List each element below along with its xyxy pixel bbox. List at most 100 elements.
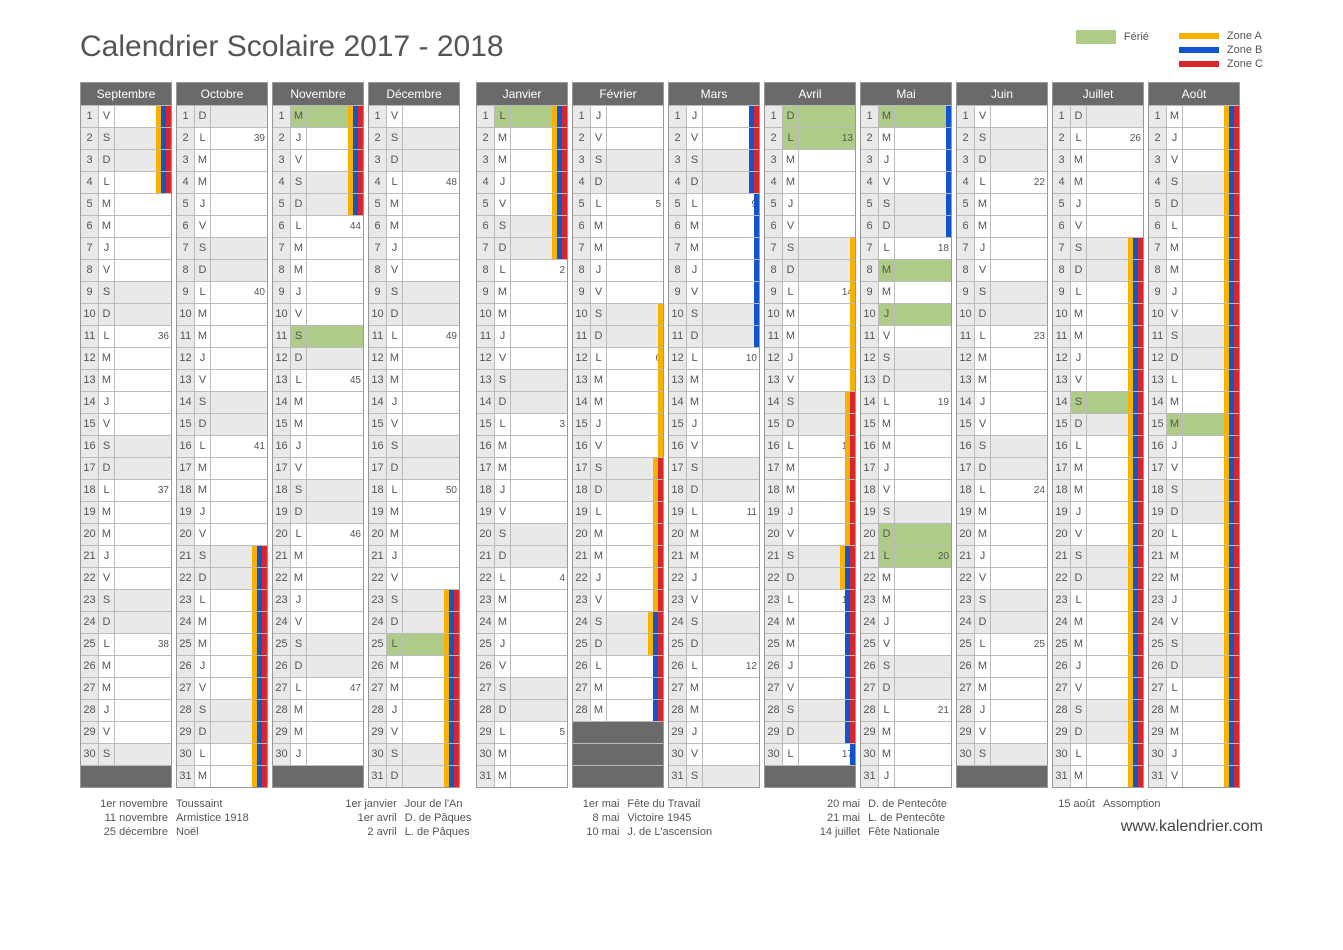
day-row: 12S [861, 347, 951, 369]
day-dow: V [591, 436, 607, 457]
day-dow: L [975, 634, 991, 655]
zone-c-stripe [850, 546, 855, 567]
day-row: 28D [477, 699, 567, 721]
day-dow: D [1071, 568, 1087, 589]
day-dow: M [291, 546, 307, 567]
day-number: 6 [1053, 216, 1071, 237]
day-row: 13M [957, 369, 1047, 391]
day-dow: M [387, 656, 403, 677]
day-row: 15J [669, 413, 759, 435]
day-row: 11V [861, 325, 951, 347]
zone-c-stripe [1234, 106, 1239, 127]
day-dow: L [387, 326, 403, 347]
day-body [991, 744, 1047, 765]
day-body [895, 590, 951, 611]
day-number: 20 [861, 524, 879, 545]
day-row: 26J [765, 655, 855, 677]
day-body [403, 282, 459, 303]
day-body [1183, 128, 1239, 149]
day-number: 7 [369, 238, 387, 259]
zone-c-stripe [262, 700, 267, 721]
day-body [403, 194, 459, 215]
day-number: 5 [81, 194, 99, 215]
day-number: 25 [669, 634, 687, 655]
day-dow: S [687, 304, 703, 325]
day-body [607, 304, 663, 325]
day-number: 1 [957, 106, 975, 127]
day-dow: D [495, 238, 511, 259]
day-dow: M [99, 524, 115, 545]
day-number: 9 [573, 282, 591, 303]
day-row: 15J [573, 413, 663, 435]
week-number: 11 [747, 507, 757, 518]
day-number: 4 [1053, 172, 1071, 193]
day-body: 5 [607, 194, 663, 215]
zone-c-stripe [658, 700, 663, 721]
zone-b-stripe [946, 194, 951, 215]
day-row: 3J [861, 149, 951, 171]
day-body [799, 304, 855, 325]
day-row: 5J [1053, 193, 1143, 215]
zone-b-stripe [754, 304, 759, 325]
day-number: 15 [177, 414, 195, 435]
day-body [703, 238, 759, 259]
day-number: 20 [177, 524, 195, 545]
day-row: 22J [573, 567, 663, 589]
day-body [799, 172, 855, 193]
day-dow: S [591, 304, 607, 325]
month-juin: Juin1V2S3D4L225M6M7J8V9S10D11L2312M13M14… [956, 82, 1048, 788]
day-row: 26M [81, 655, 171, 677]
day-row: 24M [177, 611, 267, 633]
day-body: 29 [1087, 590, 1143, 611]
day-body [895, 172, 951, 193]
day-row: 16S [81, 435, 171, 457]
day-number: 6 [861, 216, 879, 237]
day-number: 2 [573, 128, 591, 149]
day-row: 7J [957, 237, 1047, 259]
zone-c-stripe [754, 172, 759, 193]
day-row: 5L9 [669, 193, 759, 215]
day-row: 10M [477, 303, 567, 325]
day-body [115, 436, 171, 457]
day-number: 13 [273, 370, 291, 391]
day-dow: D [687, 634, 703, 655]
day-number: 21 [177, 546, 195, 567]
day-number: 8 [957, 260, 975, 281]
day-row: 31S [669, 765, 759, 787]
day-dow: M [195, 150, 211, 171]
day-row: 4L35 [81, 171, 171, 193]
day-number: 17 [1053, 458, 1071, 479]
day-dow: J [195, 194, 211, 215]
week-number: 20 [938, 551, 949, 562]
zone-c-stripe [850, 678, 855, 699]
day-dow: M [975, 194, 991, 215]
day-dow: S [783, 546, 799, 567]
day-row [81, 765, 171, 787]
day-body [607, 128, 663, 149]
day-body [115, 502, 171, 523]
zone-c-stripe [1138, 502, 1143, 523]
zone-c-stripe [1138, 700, 1143, 721]
day-body [1183, 590, 1239, 611]
day-dow: V [291, 150, 307, 171]
day-dow: M [1071, 172, 1087, 193]
day-row: 26D [1149, 655, 1239, 677]
zone-c-stripe [1234, 370, 1239, 391]
day-body [403, 678, 459, 699]
zone-c-stripe [262, 612, 267, 633]
day-body: 26 [1087, 128, 1143, 149]
day-dow: S [783, 700, 799, 721]
day-dow: M [291, 238, 307, 259]
day-dow: D [387, 304, 403, 325]
day-number: 10 [1149, 304, 1167, 325]
day-dow: D [195, 414, 211, 435]
day-body [307, 194, 363, 215]
day-row: 10V [273, 303, 363, 325]
day-number: 1 [1149, 106, 1167, 127]
day-number: 20 [669, 524, 687, 545]
day-number: 19 [1149, 502, 1167, 523]
day-dow: M [687, 392, 703, 413]
day-number: 15 [1149, 414, 1167, 435]
page-title: Calendrier Scolaire 2017 - 2018 [80, 30, 504, 64]
day-dow: M [975, 524, 991, 545]
